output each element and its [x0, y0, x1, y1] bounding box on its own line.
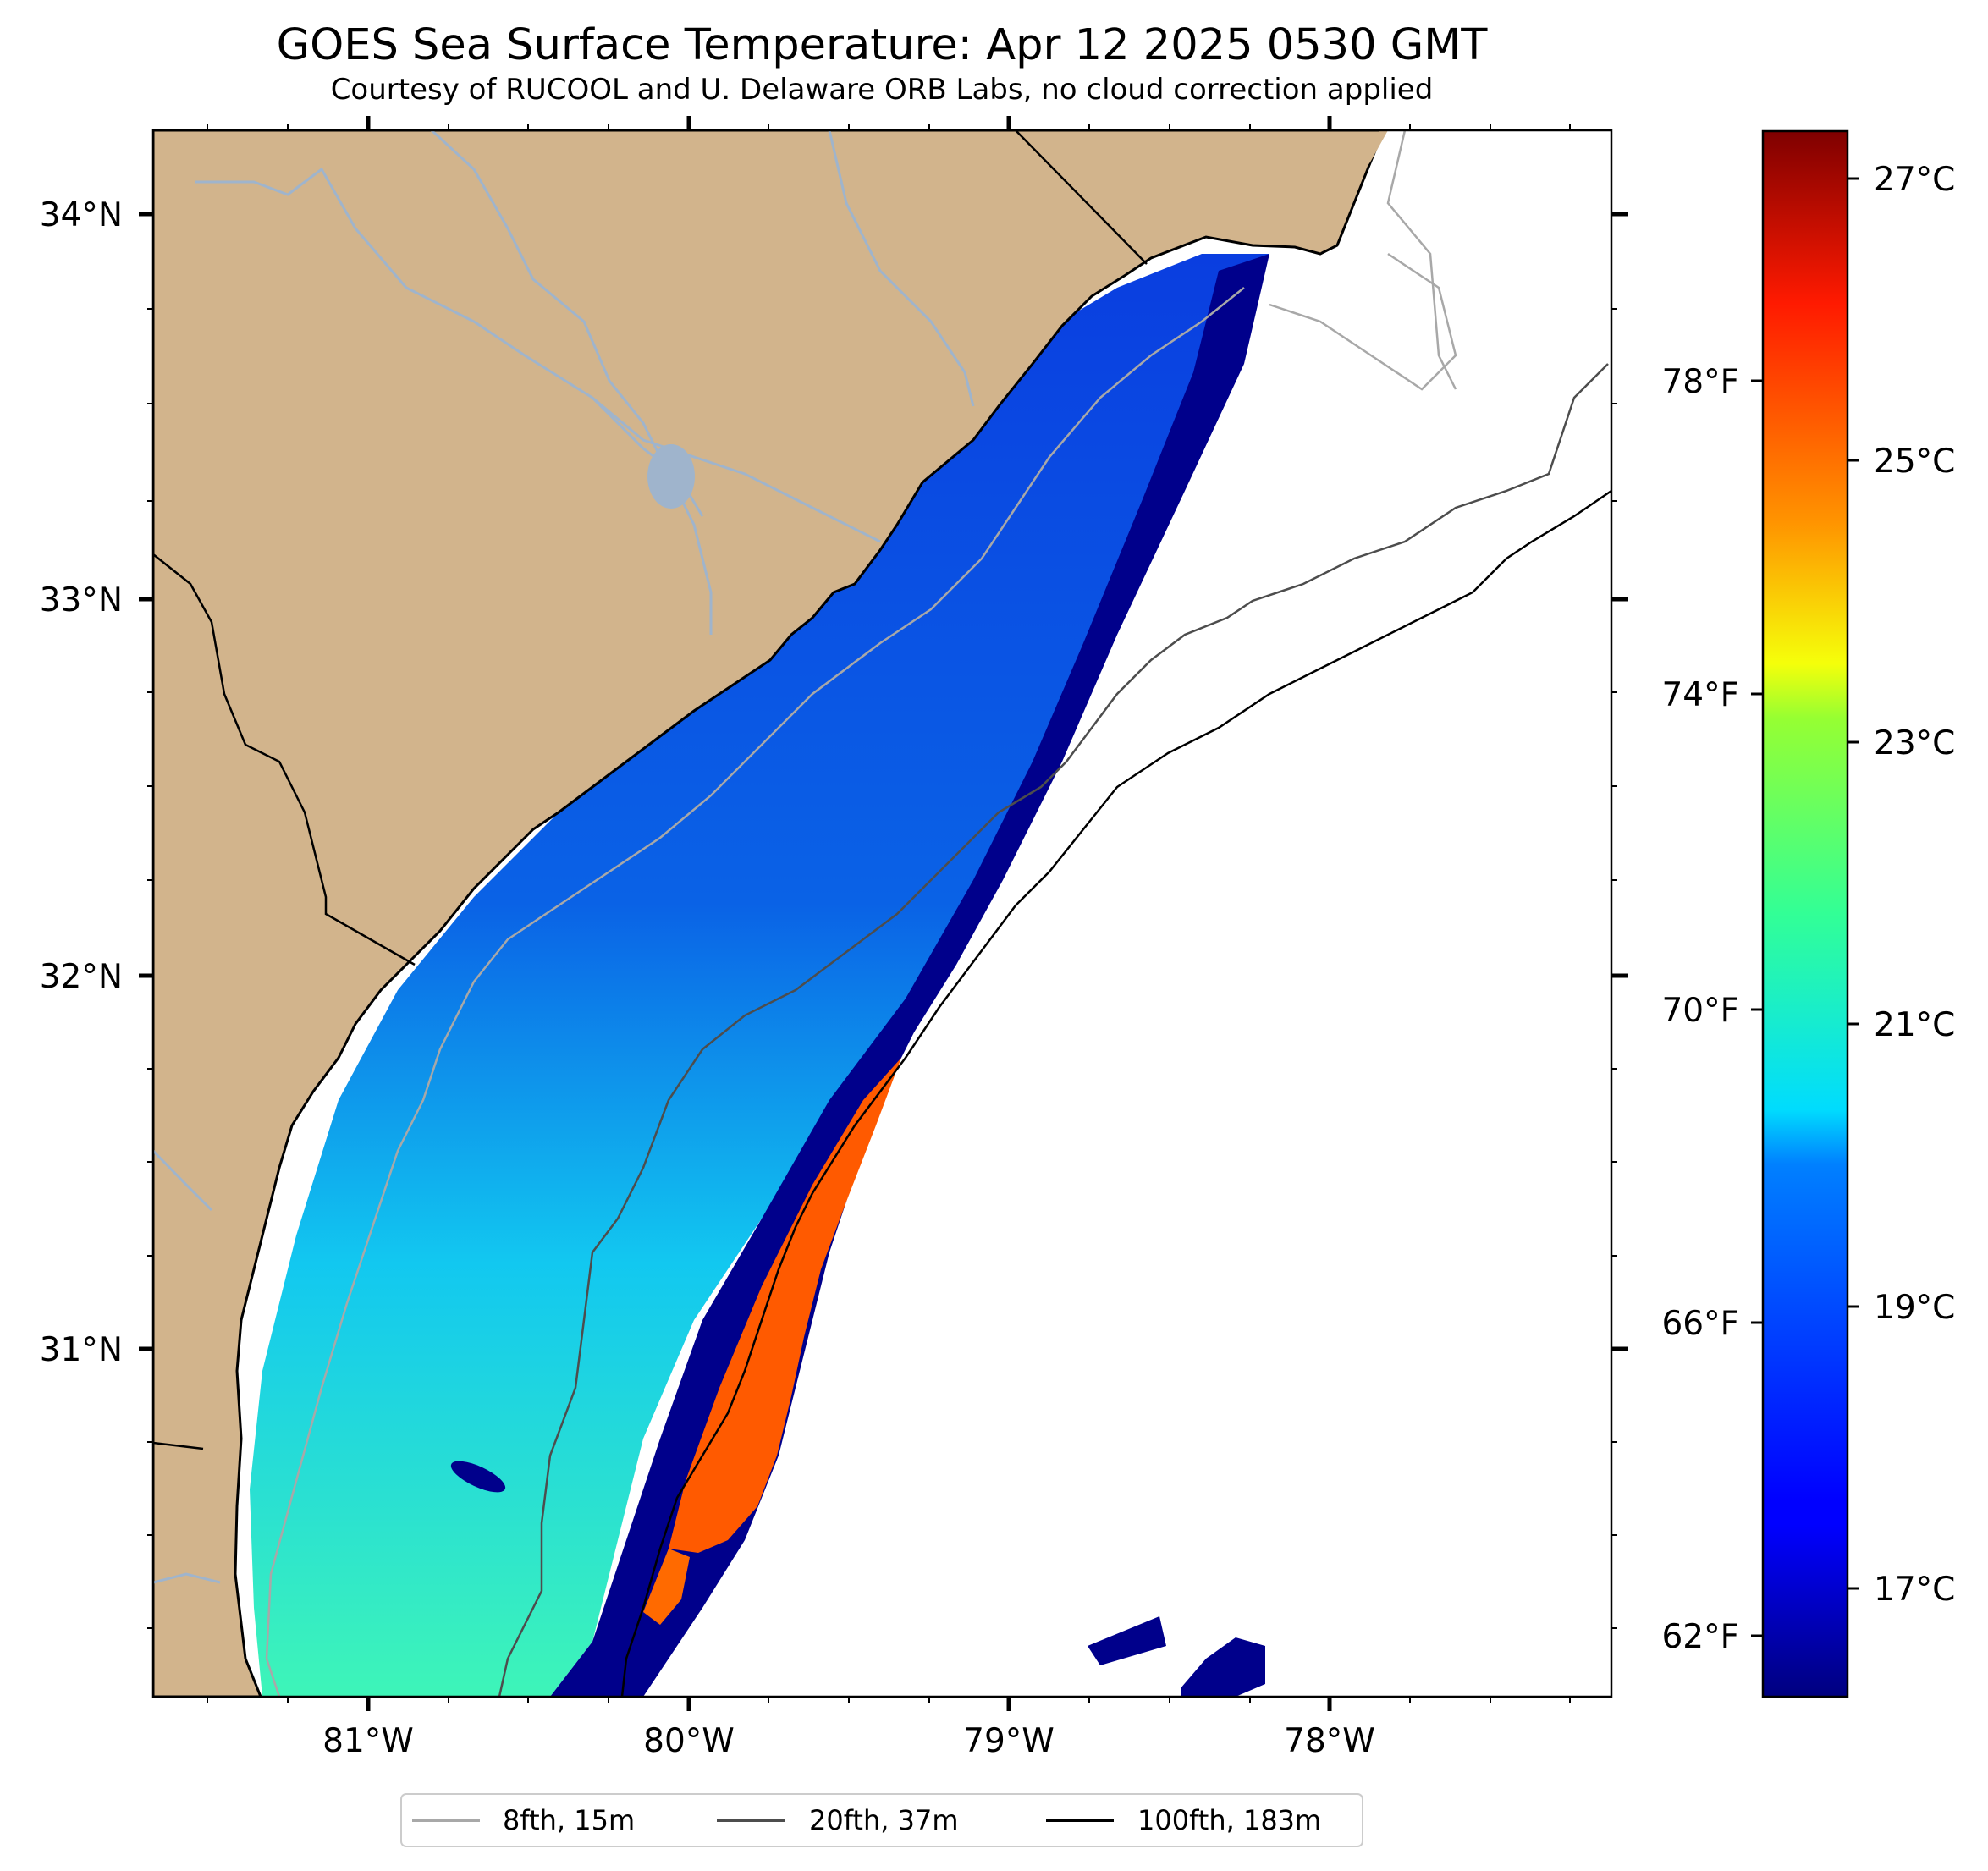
legend-label-20fth: 20fth, 37m [809, 1804, 958, 1836]
colorbar-c-label: 17°C [1874, 1571, 1955, 1609]
colorbar-c-label: 23°C [1874, 724, 1955, 762]
lat-tick-label: 32°N [40, 958, 123, 996]
sst-gulf-stream [669, 1058, 901, 1553]
lake [647, 444, 695, 509]
sst-cold-eddy [450, 1461, 506, 1493]
colorbar-c-label: 21°C [1874, 1006, 1955, 1044]
lat-tick-label: 31°N [40, 1331, 123, 1369]
lon-tick-label: 81°W [322, 1722, 414, 1760]
colorbar-c-label: 19°C [1874, 1289, 1955, 1327]
lon-tick-label: 79°W [963, 1722, 1055, 1760]
colorbar-f-label: 62°F [1661, 1618, 1739, 1656]
sst-warm-patch-south [643, 1549, 690, 1625]
lon-tick-label: 78°W [1284, 1722, 1375, 1760]
map-frame [151, 129, 1613, 1698]
lon-tick-label: 80°W [643, 1722, 735, 1760]
map-panel [153, 130, 1611, 1697]
lat-ticks [139, 212, 1628, 1629]
state-boundaries [153, 130, 1148, 1450]
colorbar-c-label: 25°C [1874, 443, 1955, 481]
rivers [153, 130, 975, 1584]
map-title: GOES Sea Surface Temperature: Apr 12 202… [277, 20, 1489, 70]
colorbar-f-label: 70°F [1661, 992, 1739, 1030]
isobath-legend: 8fth, 15m 20fth, 37m 100fth, 183m [400, 1793, 1363, 1847]
map-subtitle: Courtesy of RUCOOL and U. Delaware ORB L… [331, 73, 1434, 107]
isobath-20fth [498, 363, 1609, 1697]
sst-field-shelf [250, 254, 1269, 1697]
legend-label-100fth: 100fth, 183m [1137, 1804, 1321, 1836]
sst-offshore-patch-1 [1088, 1616, 1166, 1665]
colorbar: 27°C 25°C 23°C 21°C 19°C 17°C 78°F 74°F … [1661, 129, 1955, 1698]
colorbar-f-label: 74°F [1661, 676, 1739, 714]
sst-field-cold-band [550, 254, 1269, 1697]
sst-offshore-patch-2 [1181, 1637, 1265, 1697]
colorbar-f-label: 66°F [1661, 1305, 1739, 1343]
land-mass [153, 130, 1385, 1697]
isobath-8fth [265, 130, 1457, 1697]
colorbar-f-label: 78°F [1661, 363, 1739, 401]
colorbar-gradient [1761, 129, 1849, 1698]
legend-label-8fth: 8fth, 15m [503, 1804, 635, 1836]
lat-tick-label: 33°N [40, 581, 123, 619]
legend-box [400, 1793, 1363, 1847]
lon-ticks [207, 116, 1571, 1711]
colorbar-c-label: 27°C [1874, 161, 1955, 199]
lat-tick-label: 34°N [40, 196, 123, 234]
isobath-100fth [620, 489, 1611, 1697]
